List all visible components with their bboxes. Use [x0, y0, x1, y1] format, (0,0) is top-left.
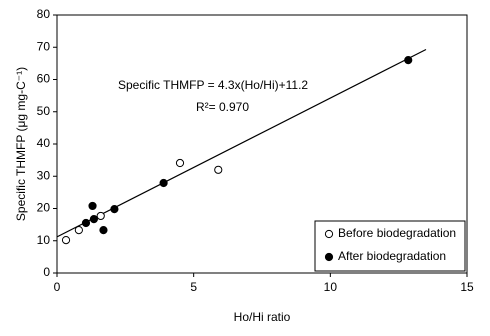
y-axis-label: Specific THMFP (μg mg-C⁻¹) [14, 67, 28, 221]
point [159, 178, 168, 188]
y-tick-label: 20 [37, 201, 51, 215]
legend-marker [324, 252, 334, 262]
point [404, 56, 413, 65]
fit-line [56, 48, 427, 238]
legend-label: After biodegradation [338, 249, 446, 263]
point [110, 205, 119, 214]
point [89, 215, 99, 224]
y-tick-label: 0 [43, 265, 50, 279]
legend-box [314, 220, 466, 272]
y-tick-label: 10 [37, 233, 51, 247]
x-tick-label: 5 [190, 280, 197, 294]
legend-marker [324, 229, 334, 239]
y-tick-label: 80 [37, 7, 51, 21]
legend-label: Before biodegradation [338, 226, 456, 240]
point [96, 211, 105, 221]
equation: Specific THMFP = 4.3x(Ho/Hi)+11.2 [118, 78, 308, 92]
y-tick-label: 70 [37, 39, 51, 53]
point [214, 165, 223, 174]
y-tick-label: 30 [37, 168, 51, 182]
x-tick-label: 10 [324, 280, 338, 294]
point [61, 236, 71, 245]
x-tick-label: 0 [54, 280, 61, 294]
r-squared: R²= 0.970 [196, 100, 249, 114]
point [175, 158, 185, 168]
x-axis-label: Ho/Hi ratio [234, 310, 291, 324]
point [74, 226, 83, 235]
point [88, 201, 97, 211]
point [99, 226, 108, 235]
x-tick-label: 15 [460, 280, 474, 294]
y-tick-label: 40 [37, 136, 51, 150]
point [81, 218, 91, 228]
y-tick-label: 50 [37, 104, 51, 118]
y-tick-label: 60 [37, 72, 51, 86]
